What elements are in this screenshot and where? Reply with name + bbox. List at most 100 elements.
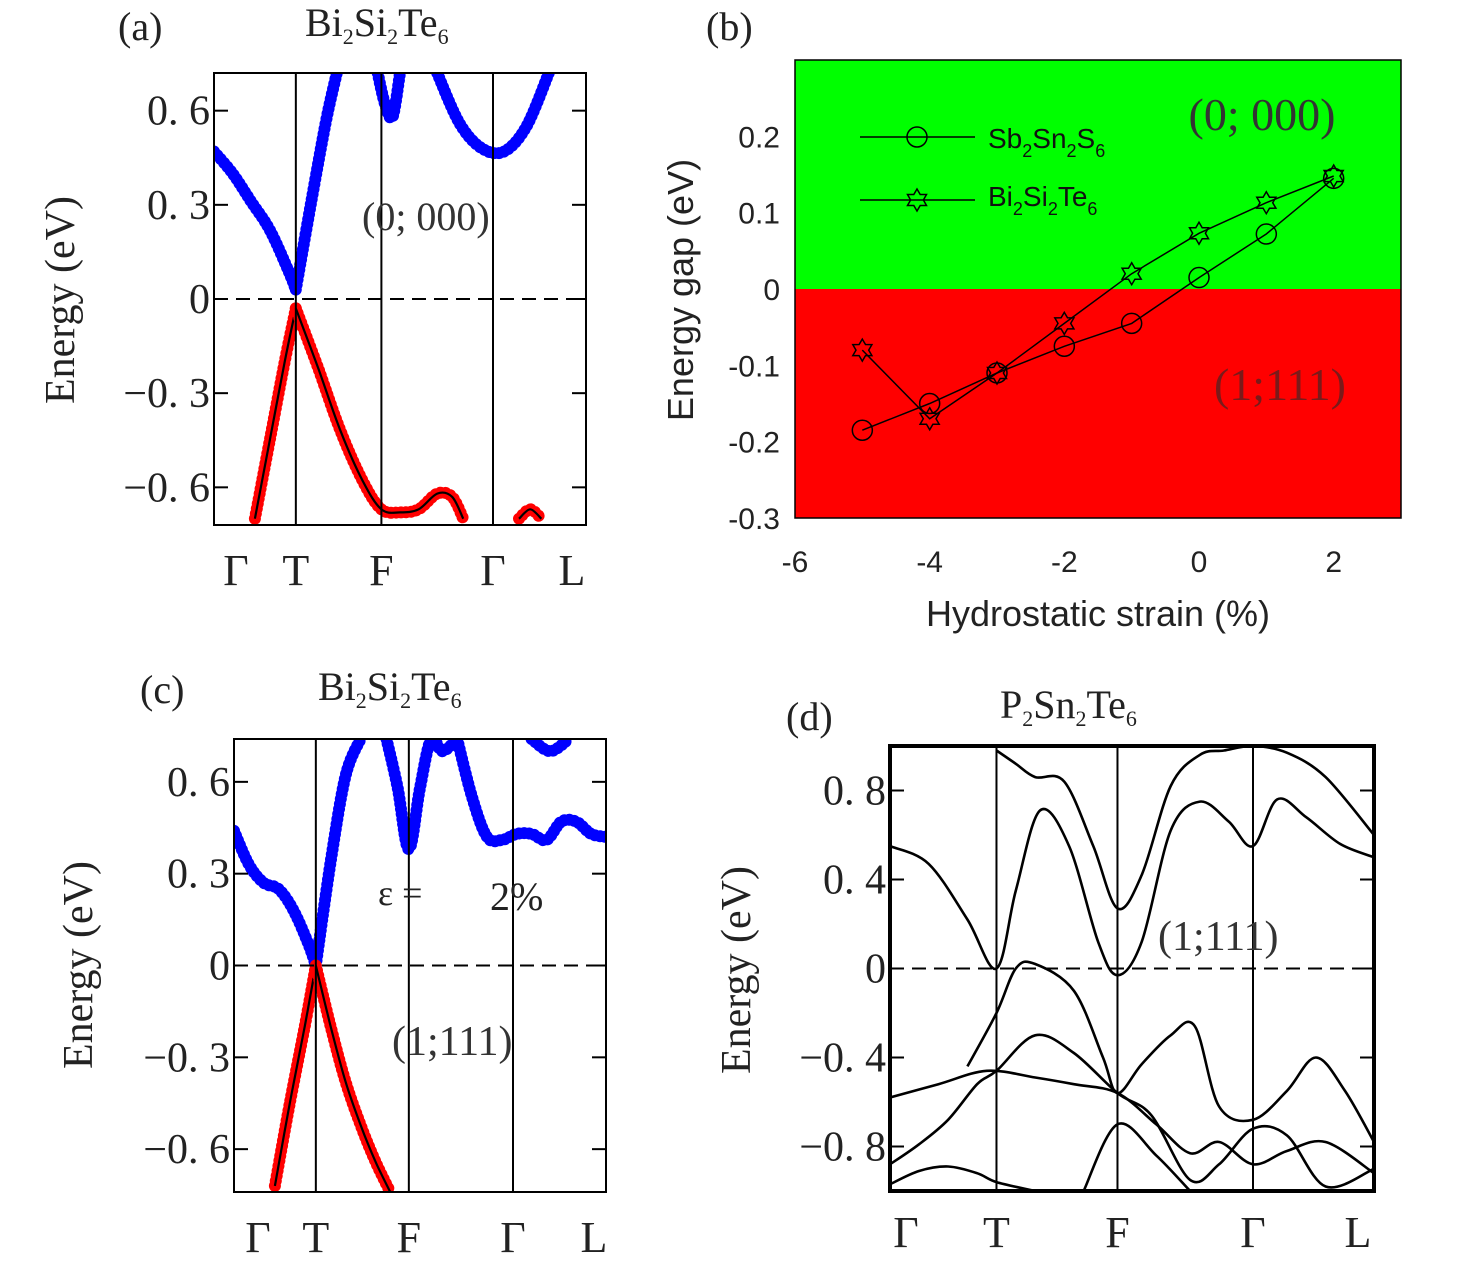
panel-b-xlabel: Hydrostatic strain (%) <box>926 593 1270 634</box>
panel-b-series <box>851 163 1345 441</box>
ytick-label: −0. 6 <box>123 465 210 511</box>
panel-c-title-sub: 2 <box>356 688 367 713</box>
band-line <box>890 1033 1374 1189</box>
data-point-star <box>1322 163 1345 189</box>
panel-c-title-part: Si <box>367 664 400 709</box>
panel-a-title-sub: 6 <box>438 24 449 49</box>
ytick-label: 0. 8 <box>823 769 886 815</box>
panel-a-ylabel: Energy (eV) <box>38 196 84 404</box>
panel-d-frame <box>888 744 1376 1193</box>
data-point-circle <box>851 419 874 441</box>
panel-c-annotation-strain: 2% <box>490 874 543 919</box>
kpoint-label: Γ <box>223 546 248 595</box>
band-conduction-dots <box>309 739 367 972</box>
region-band <box>795 289 1401 518</box>
xtick-label: -2 <box>1051 546 1078 579</box>
legend-star-shape <box>906 187 928 213</box>
kpoint-label: Γ <box>245 1213 270 1262</box>
ytick-label: 0.2 <box>738 121 780 154</box>
ytick-label: -0.1 <box>728 350 780 383</box>
ytick-label: 0. 4 <box>823 858 886 904</box>
panel-d-label: (d) <box>786 694 833 739</box>
data-point-star <box>1255 190 1278 216</box>
panel-b-legend: Sb2Sn2S6 Bi2Si2Te6 <box>860 123 1105 219</box>
kpoint-label: T <box>282 546 309 595</box>
ytick-label: -0.2 <box>728 427 780 460</box>
ytick-label: 0 <box>189 277 210 323</box>
kpoint-label: Γ <box>1240 1208 1265 1257</box>
band-line <box>1082 1122 1192 1191</box>
panel-b-frame <box>794 59 1402 519</box>
band-valence-dots <box>309 959 397 1192</box>
panel-a-label: (a) <box>118 4 162 49</box>
panel-d-ylabel: Energy (eV) <box>714 866 760 1074</box>
legend-marker-star <box>906 187 928 213</box>
data-point-circle <box>1053 335 1076 357</box>
ytick-label: 0. 3 <box>167 852 230 898</box>
band-valence-line <box>518 508 543 520</box>
legend-marker-circle <box>906 126 928 148</box>
kpoint-label: L <box>581 1213 608 1262</box>
panel-d-title-part: Sn <box>1033 682 1075 727</box>
band-valence-line <box>294 308 465 520</box>
ytick-label: −0. 3 <box>123 371 210 417</box>
panel-c-ytick-labels: 0. 6 0. 3 0 −0. 3 −0. 6 <box>143 760 230 1173</box>
panel-c-title-sub: 6 <box>451 688 462 713</box>
ytick-label: -0.3 <box>728 503 780 536</box>
panel-d-title-sub: 2 <box>1076 706 1087 731</box>
data-point-star <box>1188 220 1210 246</box>
panel-d-ytick-labels: 0. 8 0. 4 0 −0. 4 −0. 8 <box>799 769 886 1171</box>
panel-d-annotation: (1;111) <box>1158 914 1279 960</box>
panel-c-title: Bi2Si2Te6 <box>318 664 462 713</box>
panel-d-title-sub: 6 <box>1126 706 1137 731</box>
kpoint-label: Γ <box>480 546 505 595</box>
panel-b-region-top-label: (0; 000) <box>1189 89 1336 140</box>
band-valence-line <box>253 308 297 519</box>
panel-c-annotation-epsilon: ε = <box>378 873 422 913</box>
panel-c-title-sub: 2 <box>400 688 411 713</box>
data-point-star <box>1120 261 1143 287</box>
data-point-circle <box>918 392 941 415</box>
panel-a-frame <box>213 72 587 526</box>
ytick-label: −0. 6 <box>143 1127 230 1173</box>
band-conduction-dots <box>451 739 606 848</box>
panel-d-title-part: P <box>1000 682 1022 727</box>
data-point-circle <box>1188 266 1210 289</box>
kpoint-label: F <box>397 1213 421 1262</box>
band-line <box>966 960 1374 1143</box>
ytick-label: −0. 8 <box>799 1125 886 1171</box>
series-line-circle <box>862 177 1335 431</box>
panel-a-title-part: Bi <box>305 0 343 45</box>
kpoint-label: Γ <box>893 1208 918 1257</box>
data-point-star <box>986 360 1008 386</box>
kpoint-label: F <box>1105 1208 1129 1257</box>
ytick-label: 0. 6 <box>147 89 210 135</box>
panel-a-annotation: (0; 000) <box>362 194 490 239</box>
panel-b: (b) 0.2 0.1 0 -0.1 -0.2 -0.3 -6 -4 -2 0 2 Hydrost… <box>660 4 1402 634</box>
panel-c-title-part: Bi <box>318 664 356 709</box>
xtick-label: 2 <box>1325 546 1342 579</box>
data-point-star <box>851 337 874 363</box>
region-band <box>795 60 1401 289</box>
xtick-label: 0 <box>1191 546 1208 579</box>
band-line <box>995 746 1374 911</box>
ytick-label: −0. 4 <box>799 1036 886 1082</box>
kpoint-label: L <box>1345 1208 1372 1257</box>
band-conduction-dots <box>234 824 322 972</box>
panel-c-title-part: Te <box>411 664 450 709</box>
band-valence-line <box>273 965 317 1187</box>
series-line-star <box>861 175 1334 420</box>
panel-b-label: (b) <box>706 4 753 49</box>
ytick-label: 0 <box>865 947 886 993</box>
data-point-circle <box>1120 312 1143 335</box>
ytick-label: −0. 3 <box>143 1035 230 1081</box>
panel-c-bands <box>234 739 606 1192</box>
band-valence-dots <box>289 302 470 525</box>
band-conduction-dots <box>525 739 575 758</box>
